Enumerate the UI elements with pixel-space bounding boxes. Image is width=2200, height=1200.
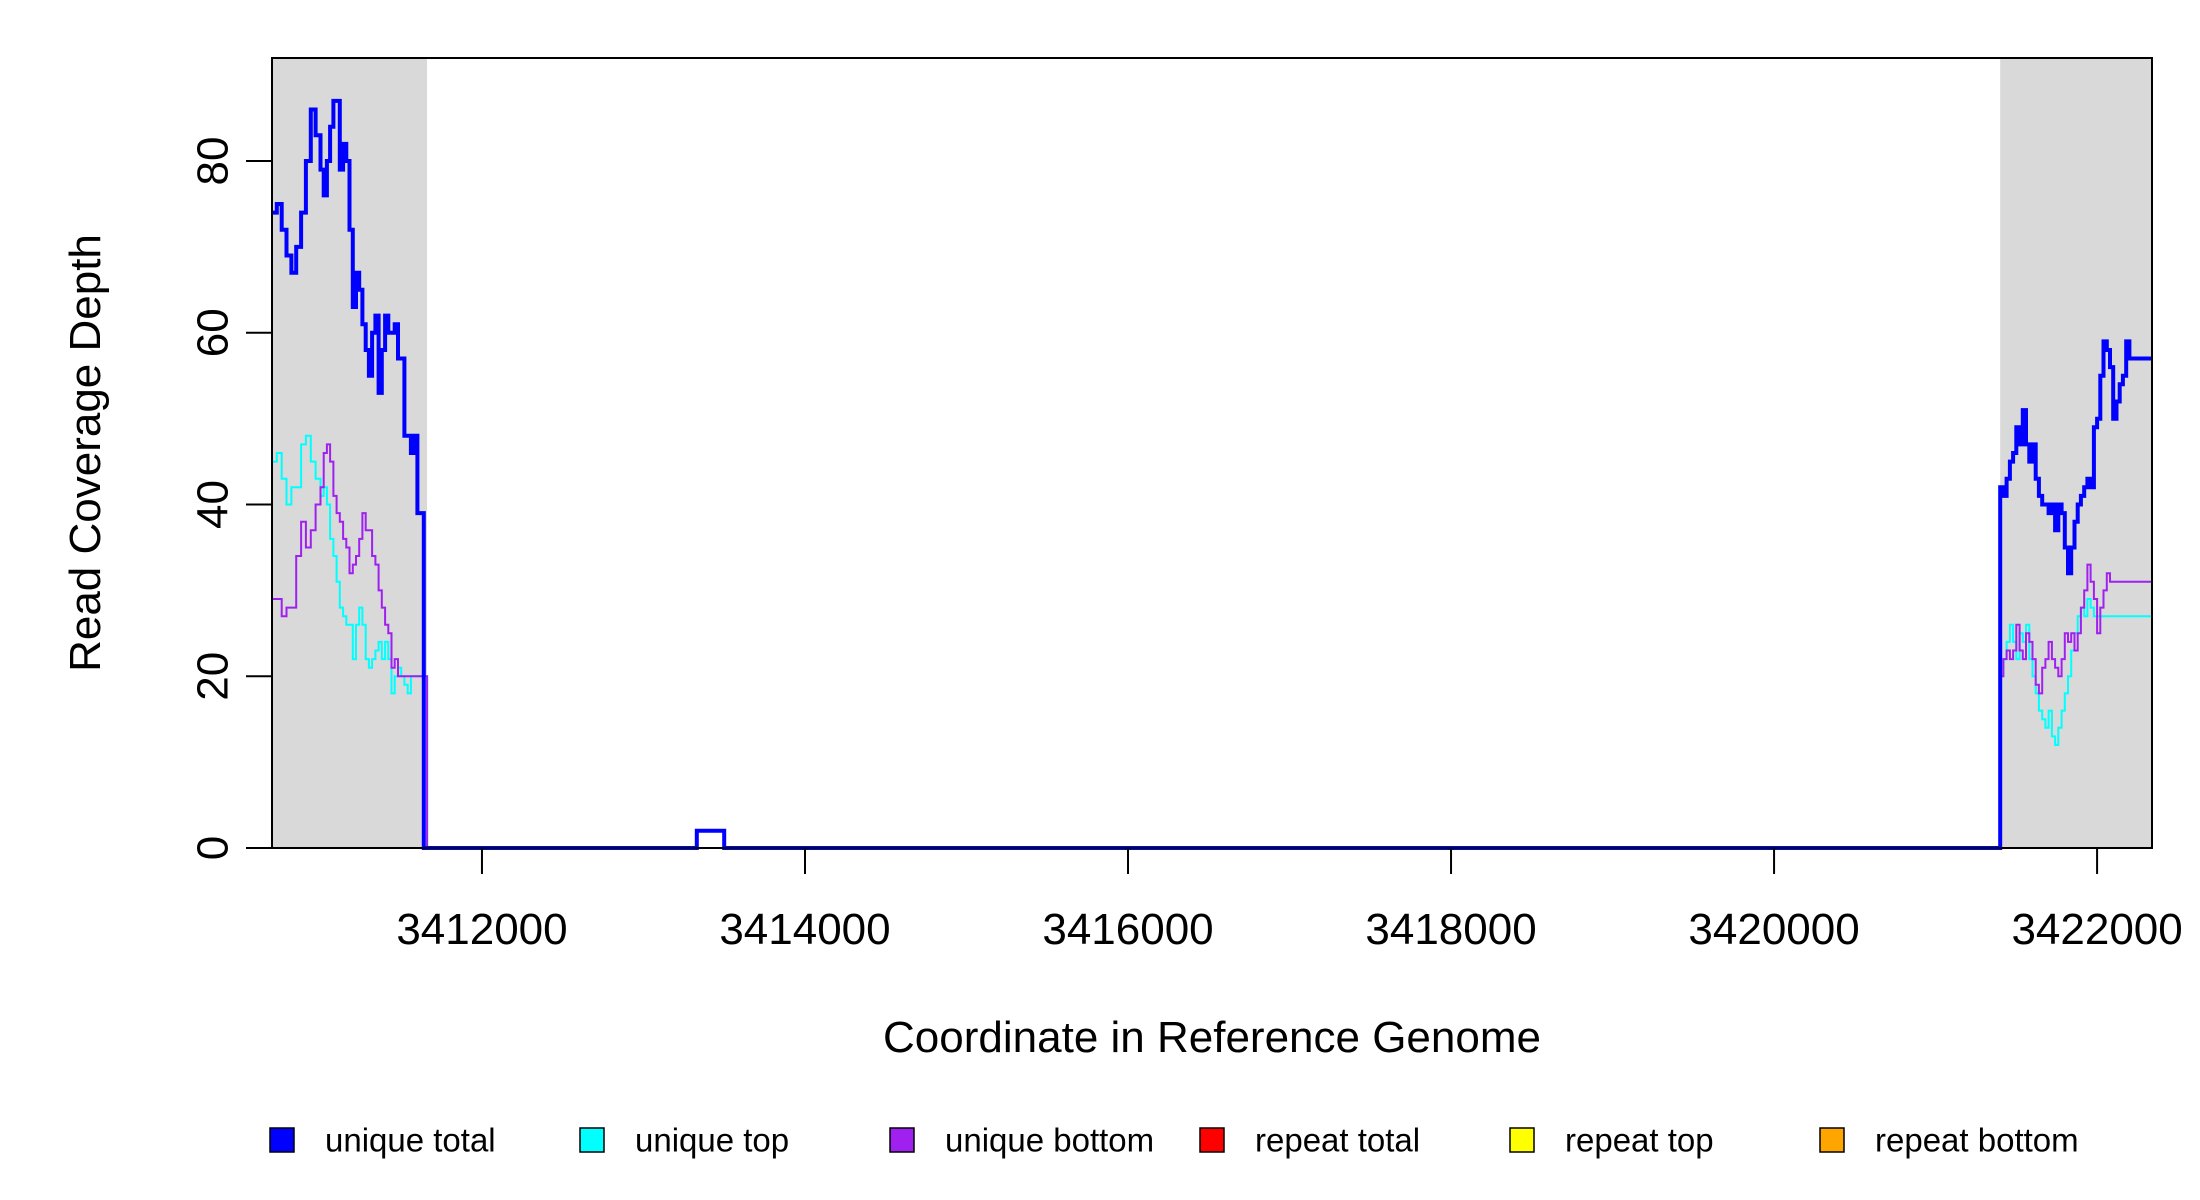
y-axis-title: Read Coverage Depth xyxy=(61,234,110,672)
series-unique-bottom xyxy=(272,443,2152,849)
plot-frame xyxy=(271,57,2153,849)
y-tick-label: 20 xyxy=(188,652,237,701)
legend-label-unique-top: unique top xyxy=(635,1122,789,1159)
legend-swatch-unique-bottom xyxy=(889,1127,915,1153)
series-lines xyxy=(272,98,2152,850)
legend: unique total unique top unique bottom repea… xyxy=(269,1122,2079,1159)
y-tick-label: 60 xyxy=(188,308,237,357)
y-axis: 0 20 40 60 80 xyxy=(188,137,272,860)
x-tick-label: 3420000 xyxy=(1688,905,1859,954)
series-unique-total xyxy=(272,98,2152,850)
legend-label-repeat-bottom: repeat bottom xyxy=(1875,1122,2079,1159)
x-tick-label: 3414000 xyxy=(719,905,890,954)
y-tick-label: 0 xyxy=(188,836,237,860)
legend-swatch-repeat-top xyxy=(1509,1127,1535,1153)
x-axis-title: Coordinate in Reference Genome xyxy=(883,1013,1541,1062)
x-tick-label: 3412000 xyxy=(396,905,567,954)
x-tick-label: 3416000 xyxy=(1042,905,1213,954)
x-tick-label: 3418000 xyxy=(1365,905,1536,954)
legend-swatch-unique-total xyxy=(269,1127,295,1153)
legend-label-repeat-total: repeat total xyxy=(1255,1122,1420,1159)
legend-label-unique-total: unique total xyxy=(325,1122,496,1159)
series-unique-top xyxy=(272,434,2152,849)
legend-swatch-repeat-total xyxy=(1199,1127,1225,1153)
y-tick-label: 40 xyxy=(188,480,237,529)
legend-label-unique-bottom: unique bottom xyxy=(945,1122,1154,1159)
shaded-region-1 xyxy=(2000,58,2152,848)
shaded-regions xyxy=(272,58,2152,848)
legend-swatch-unique-top xyxy=(579,1127,605,1153)
x-axis: 3412000 3414000 3416000 3418000 3420000 34220… xyxy=(396,848,2183,954)
legend-label-repeat-top: repeat top xyxy=(1565,1122,1714,1159)
y-tick-label: 80 xyxy=(188,137,237,186)
legend-swatch-repeat-bottom xyxy=(1819,1127,1845,1153)
x-tick-label: 3422000 xyxy=(2011,905,2182,954)
